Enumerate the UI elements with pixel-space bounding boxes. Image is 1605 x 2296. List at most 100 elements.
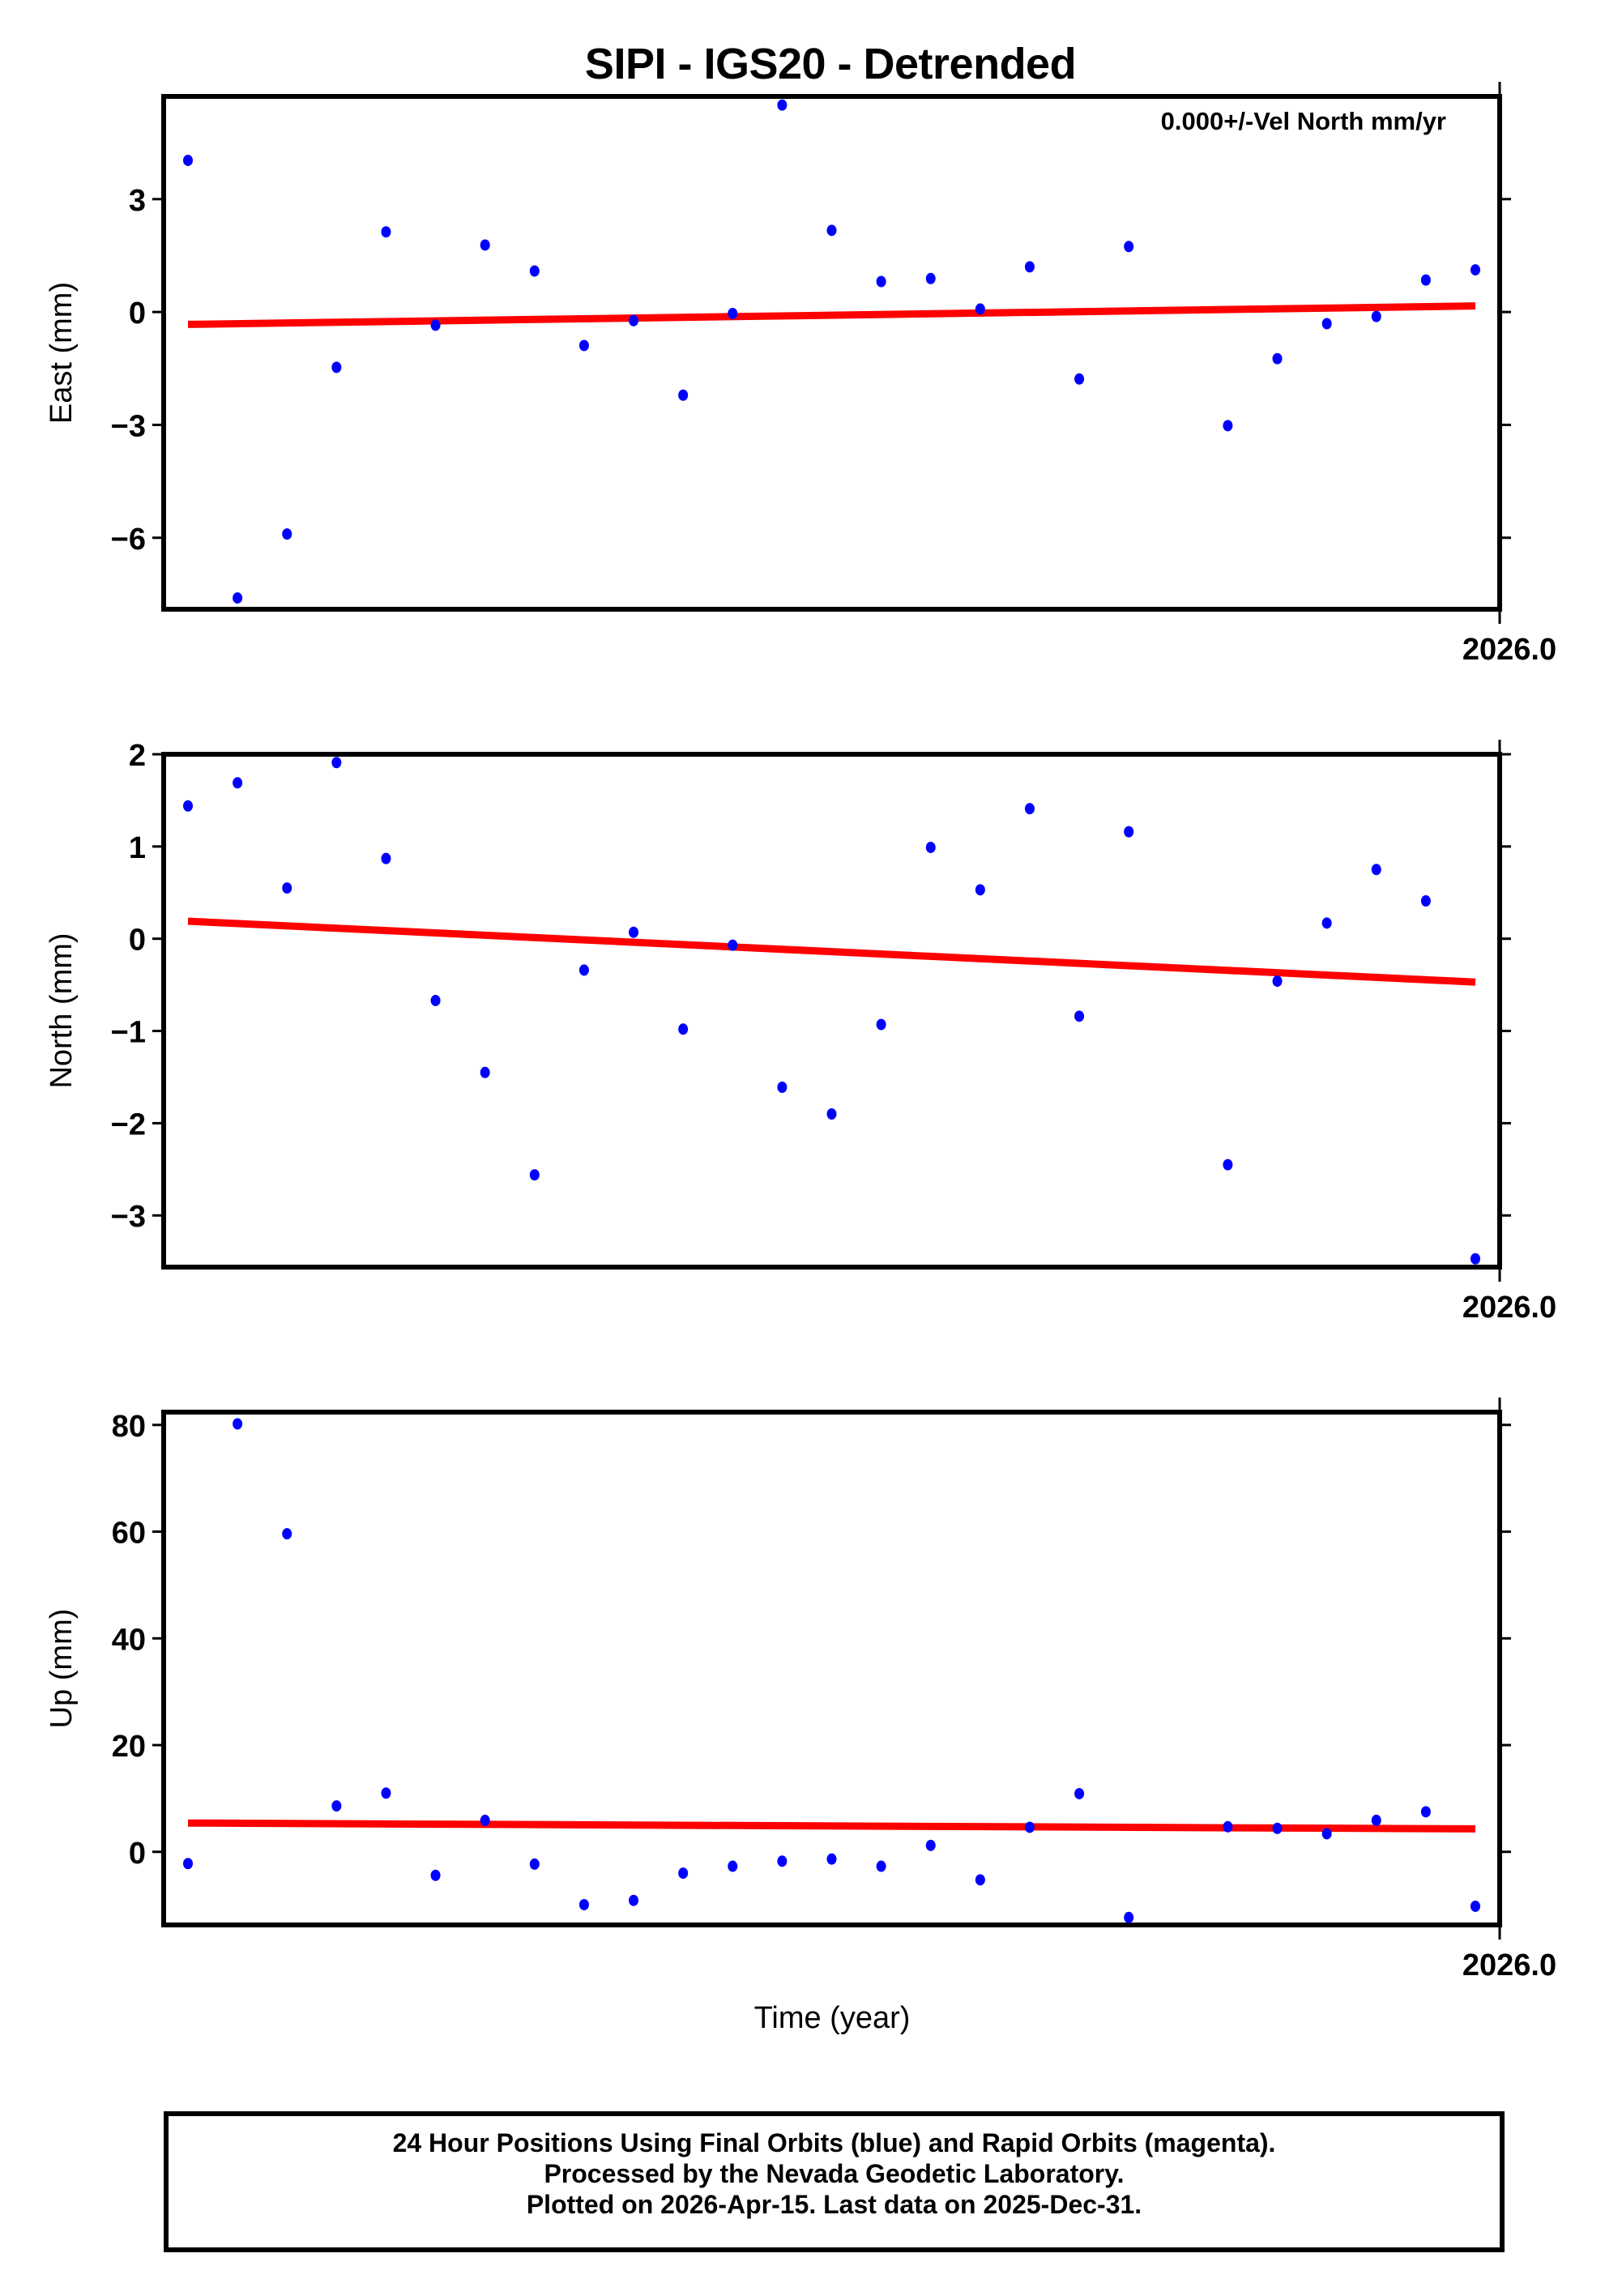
data-point	[1272, 975, 1283, 988]
data-point	[876, 275, 886, 288]
data-point	[728, 307, 738, 319]
chart-title: SIPI - IGS20 - Detrended	[584, 40, 1077, 88]
data-point	[1024, 803, 1035, 815]
data-point	[1074, 1010, 1085, 1022]
data-point	[1420, 274, 1431, 286]
data-point	[529, 265, 540, 277]
data-point	[578, 339, 589, 352]
data-point	[678, 389, 689, 401]
data-point	[1272, 352, 1283, 365]
y-tick-label: 0	[129, 924, 146, 958]
data-point	[826, 224, 837, 237]
data-point	[282, 528, 292, 540]
data-point	[1272, 1822, 1283, 1834]
x-tick-label-2026: 2026.0	[1462, 1948, 1556, 1982]
x-axis-label: Time (year)	[754, 2001, 911, 2035]
data-point	[183, 800, 193, 812]
data-point	[578, 964, 589, 976]
data-point	[826, 1108, 837, 1120]
east-trend-line	[187, 302, 1476, 328]
data-point	[975, 884, 985, 896]
data-point	[629, 926, 639, 938]
footer-line-orbits: 24 Hour Positions Using Final Orbits (bl…	[392, 2128, 1276, 2157]
data-point	[925, 841, 936, 853]
velocity-annotation: 0.000+/-Vel North mm/yr	[1161, 107, 1446, 135]
data-point	[777, 1081, 788, 1093]
data-point	[430, 994, 441, 1006]
x-tick-label-2026: 2026.0	[1462, 1291, 1556, 1325]
y-tick-label: −1	[111, 1016, 146, 1050]
data-point	[331, 1800, 342, 1812]
data-point	[1371, 864, 1381, 876]
data-point	[1074, 1787, 1085, 1799]
data-point	[1321, 917, 1332, 929]
data-point	[1124, 826, 1134, 838]
data-point	[1124, 1911, 1134, 1923]
data-point	[1420, 895, 1431, 907]
y-tick-label: −3	[111, 1200, 146, 1234]
data-point	[331, 757, 342, 769]
up-plot-frame	[161, 1410, 1502, 1927]
data-point	[1223, 1159, 1233, 1171]
data-point	[876, 1018, 886, 1031]
data-point	[381, 226, 391, 238]
data-point	[233, 592, 243, 604]
data-point	[678, 1867, 689, 1880]
y-tick-label: 2	[129, 739, 146, 773]
y-tick-label: 0	[129, 1837, 146, 1871]
data-point	[183, 1858, 193, 1870]
data-point	[876, 1860, 886, 1872]
data-point	[925, 272, 936, 284]
y-tick-label: −3	[111, 409, 146, 443]
footer-caption-box: 24 Hour Positions Using Final Orbits (bl…	[164, 2111, 1505, 2252]
data-point	[480, 1066, 490, 1078]
data-point	[480, 1814, 490, 1826]
up-trend-line	[187, 1819, 1476, 1833]
data-point	[1471, 1900, 1480, 1912]
data-point	[1024, 261, 1035, 273]
data-point	[629, 314, 639, 326]
data-point	[1471, 264, 1480, 276]
data-point	[233, 777, 243, 789]
x-tick-label-2026: 2026.0	[1462, 633, 1556, 667]
footer-line-plotted: Plotted on 2026-Apr-15. Last data on 202…	[526, 2190, 1142, 2219]
data-point	[381, 852, 391, 864]
data-point	[381, 1787, 391, 1799]
y-tick-label: 60	[112, 1517, 146, 1551]
data-point	[529, 1169, 540, 1181]
y-tick-label: −2	[111, 1107, 146, 1142]
data-point	[777, 1855, 788, 1867]
data-point	[578, 1898, 589, 1910]
north-plot-frame	[161, 752, 1502, 1270]
data-point	[282, 1528, 292, 1540]
data-point	[925, 1839, 936, 1851]
data-point	[529, 1858, 540, 1870]
y-tick-label: 0	[129, 297, 146, 331]
data-point	[629, 1894, 639, 1906]
y-tick-label: 40	[112, 1623, 146, 1657]
data-point	[1223, 420, 1233, 432]
data-point	[826, 1853, 837, 1865]
data-point	[728, 939, 738, 951]
footer-line-processed: Processed by the Nevada Geodetic Laborat…	[544, 2159, 1125, 2188]
data-point	[331, 361, 342, 373]
data-point	[975, 303, 985, 315]
data-point	[233, 1418, 243, 1430]
data-point	[728, 1860, 738, 1872]
data-point	[777, 99, 788, 111]
data-point	[430, 319, 441, 331]
data-point	[1321, 318, 1332, 330]
data-point	[1074, 373, 1085, 385]
data-point	[1223, 1820, 1233, 1833]
data-point	[480, 239, 490, 251]
data-point	[1124, 241, 1134, 253]
east-plot-frame	[161, 94, 1502, 612]
up-axis-label: Up (mm)	[45, 1609, 79, 1729]
data-point	[1371, 1814, 1381, 1826]
y-tick-label: 3	[129, 184, 146, 218]
data-point	[1321, 1828, 1332, 1840]
data-point	[1371, 310, 1381, 322]
data-point	[975, 1874, 985, 1886]
data-point	[678, 1023, 689, 1035]
